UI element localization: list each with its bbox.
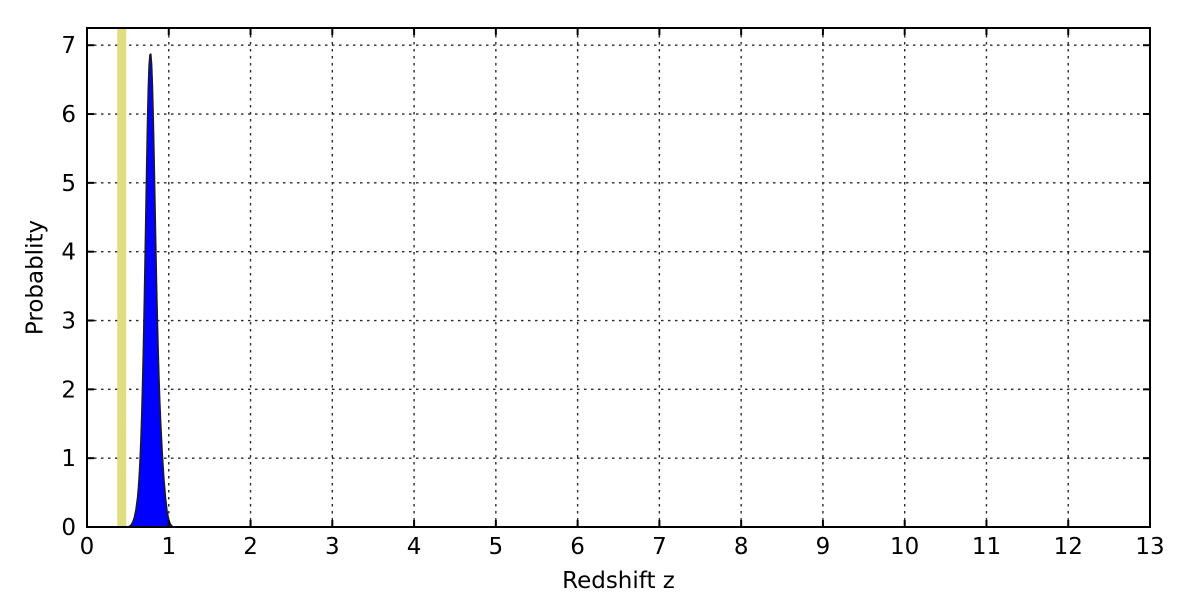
x-tick-label: 8 (734, 534, 749, 560)
x-tick-label: 6 (570, 534, 585, 560)
y-tick-label: 4 (61, 240, 76, 266)
x-tick-label: 3 (325, 534, 340, 560)
y-axis-ticks: 0 1 2 3 4 5 6 7 (61, 33, 1150, 541)
spectroscopic-redshift-band (117, 28, 127, 527)
x-tick-label: 1 (161, 534, 176, 560)
y-tick-label: 2 (61, 377, 76, 403)
x-tick-label: 4 (407, 534, 422, 560)
x-tick-label: 9 (816, 534, 831, 560)
x-tick-label: 12 (1054, 534, 1083, 560)
y-tick-label: 5 (61, 171, 76, 197)
y-tick-label: 7 (61, 33, 76, 59)
x-tick-label: 10 (890, 534, 919, 560)
x-tick-label: 0 (80, 534, 95, 560)
y-tick-label: 3 (61, 309, 76, 335)
x-tick-label: 2 (243, 534, 258, 560)
plot-background (87, 28, 1150, 527)
x-tick-label: 5 (489, 534, 504, 560)
grid-lines (87, 28, 1150, 527)
x-tick-label: 11 (972, 534, 1001, 560)
axes-frame (86, 27, 1151, 528)
y-tick-label: 6 (61, 102, 76, 128)
x-tick-label: 13 (1135, 534, 1164, 560)
y-tick-label: 1 (61, 446, 76, 472)
y-tick-label: 0 (61, 515, 76, 541)
probability-density-area (127, 53, 174, 528)
x-axis-label: Redshift z (562, 568, 675, 594)
x-axis-ticks: 0 1 2 3 4 5 6 7 8 9 10 11 12 13 (80, 28, 1165, 560)
x-tick-label: 7 (652, 534, 667, 560)
y-axis-label: Probablity (23, 220, 49, 335)
